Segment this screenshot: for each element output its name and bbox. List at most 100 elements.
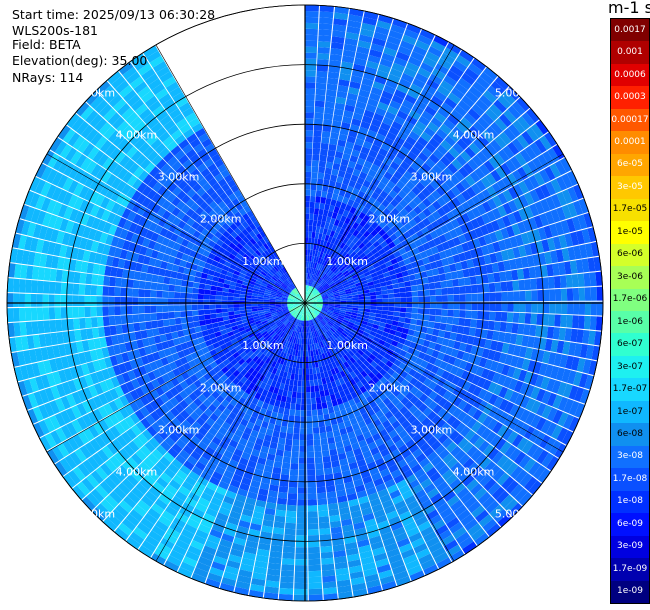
range-gate [559,354,568,368]
range-gate [361,245,368,253]
range-gate [405,61,420,73]
range-gate [480,224,489,236]
range-gate [458,453,471,466]
range-gate [454,466,467,478]
range-gate [386,315,394,321]
range-gate [236,443,246,452]
range-gate [370,229,378,237]
ray [138,303,305,558]
range-gate [448,430,460,442]
range-gate [220,501,233,511]
range-gate [367,281,375,287]
range-gate [291,397,297,404]
range-gate [364,518,377,528]
range-gate [308,541,320,548]
range-gate [348,398,356,407]
range-gate [503,376,513,389]
range-gate [310,243,314,250]
range-gate [336,318,343,323]
range-gate [271,436,279,444]
range-gate [338,79,350,87]
range-gate [200,492,213,502]
range-gate [429,425,440,436]
range-gate [298,368,303,375]
range-gate [484,339,492,350]
range-gate [144,313,152,322]
range-gate [206,481,218,492]
range-gate [291,451,299,458]
range-gate [178,485,191,497]
range-gate [309,294,314,299]
range-gate [294,331,298,338]
range-gate [392,564,407,575]
range-gate [198,315,206,321]
range-gate [264,507,276,516]
range-gate [294,588,308,595]
range-gate [576,358,586,373]
range-gate [315,283,320,289]
range-gate [293,427,300,434]
range-gate [404,400,414,410]
range-gate [316,323,321,329]
range-gate [344,217,351,225]
range-gate [319,264,324,271]
ray [305,303,594,390]
range-gate [315,256,320,264]
range-gate [400,161,410,171]
range-gate [239,307,246,311]
range-gate [431,68,446,80]
range-gate [358,420,367,429]
range-gate [430,179,440,190]
range-gate [352,300,359,303]
range-gate [334,435,342,443]
range-gate [367,226,375,234]
range-gate [565,355,574,370]
range-gate [326,289,333,294]
range-gate [306,392,311,399]
range-gate [383,256,391,264]
range-gate [309,313,313,320]
range-gate [305,207,310,214]
range-gate [333,219,340,227]
range-gate [385,41,399,52]
range-gate [406,297,413,303]
range-gate [568,416,580,432]
range-gate [325,277,331,283]
range-gate [339,228,346,236]
range-gate [308,307,314,312]
range-gate [506,281,514,292]
range-gate [574,343,583,357]
range-gate [79,272,87,284]
range-gate [407,88,420,100]
range-gate [519,473,533,488]
range-gate [422,431,434,442]
range-gate [273,521,285,529]
range-gate [478,357,488,368]
range-gate [356,316,363,321]
range-gate [386,548,401,558]
range-gate [357,271,364,277]
range-gate [243,413,252,422]
range-gate [356,358,363,366]
range-gate [267,568,281,576]
range-gate [399,199,409,208]
range-gate [313,290,319,296]
range-gate [507,302,514,312]
range-gate [367,169,377,178]
range-gate [462,268,470,278]
range-gate [486,185,498,198]
range-gate [379,281,387,287]
range-gate [359,337,366,344]
range-gate [346,185,354,194]
range-gate [573,184,584,200]
range-gate [309,201,315,209]
range-gate [305,112,314,119]
range-gate [388,293,395,299]
range-gate [361,115,373,124]
range-gate [319,534,332,541]
range-gate [482,379,492,391]
range-gate [462,541,477,555]
range-gate [216,312,223,318]
range-gate [375,290,382,296]
range-gate [334,307,341,310]
